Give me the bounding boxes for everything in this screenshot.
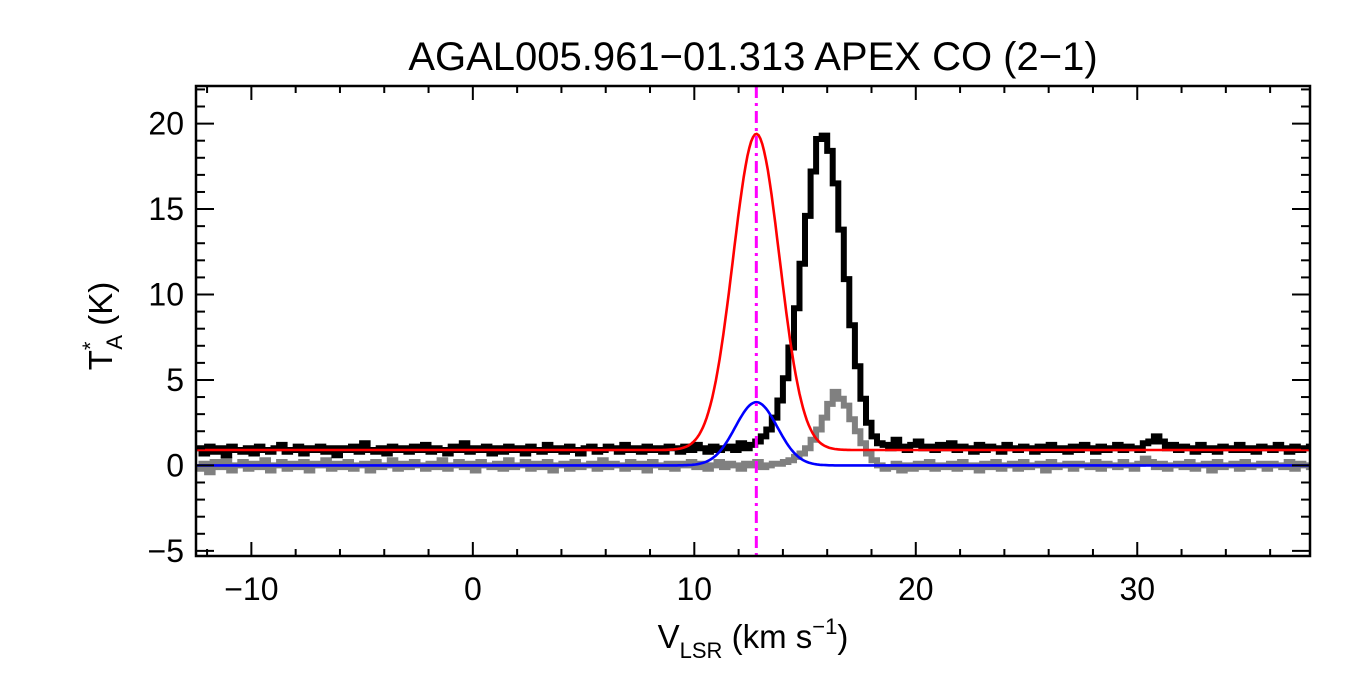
y-axis-label: T*A (K) [78,282,127,371]
x-axis-label-rest: (km s [722,618,812,655]
x-tick-label: 30 [1119,571,1155,607]
x-axis-label-main: V [658,618,680,655]
plot-area [196,86,1310,556]
y-tick-label: 0 [166,447,184,483]
x-tick-label: 20 [898,571,934,607]
tick-labels: −10 0 10 20 30 −5 0 5 10 15 20 [148,106,1156,607]
axes-layer [194,84,1312,558]
chart-title: AGAL005.961−01.313 APEX CO (2−1) [408,35,1097,79]
x-tick-label: 10 [677,571,713,607]
series-layer [196,86,1310,556]
y-tick-label: 15 [148,191,184,227]
x-axis-label-end: ) [837,618,848,655]
x-axis-label: VLSR (km s−1) [658,614,849,663]
gaussian-fit-series-2 [196,132,1310,452]
plot-frame [194,84,1312,558]
histogram-series-0 [196,388,1310,476]
gaussian-fit-series-3 [196,400,1310,467]
y-tick-label: 10 [148,277,184,313]
y-axis-label-rest: (K) [82,282,119,335]
x-axis-label-sub: LSR [680,638,723,663]
y-tick-label: −5 [148,533,184,569]
y-tick-label: 5 [166,362,184,398]
y-axis-label-main: T [82,350,119,370]
y-axis-label-sub: A [102,335,127,350]
x-tick-label: −10 [224,571,278,607]
x-tick-label: 0 [464,571,482,607]
y-axis-label-sup: * [78,341,103,350]
x-axis-label-sup: −1 [812,614,837,639]
y-tick-label: 20 [148,106,184,142]
histogram-series-1 [196,132,1310,459]
